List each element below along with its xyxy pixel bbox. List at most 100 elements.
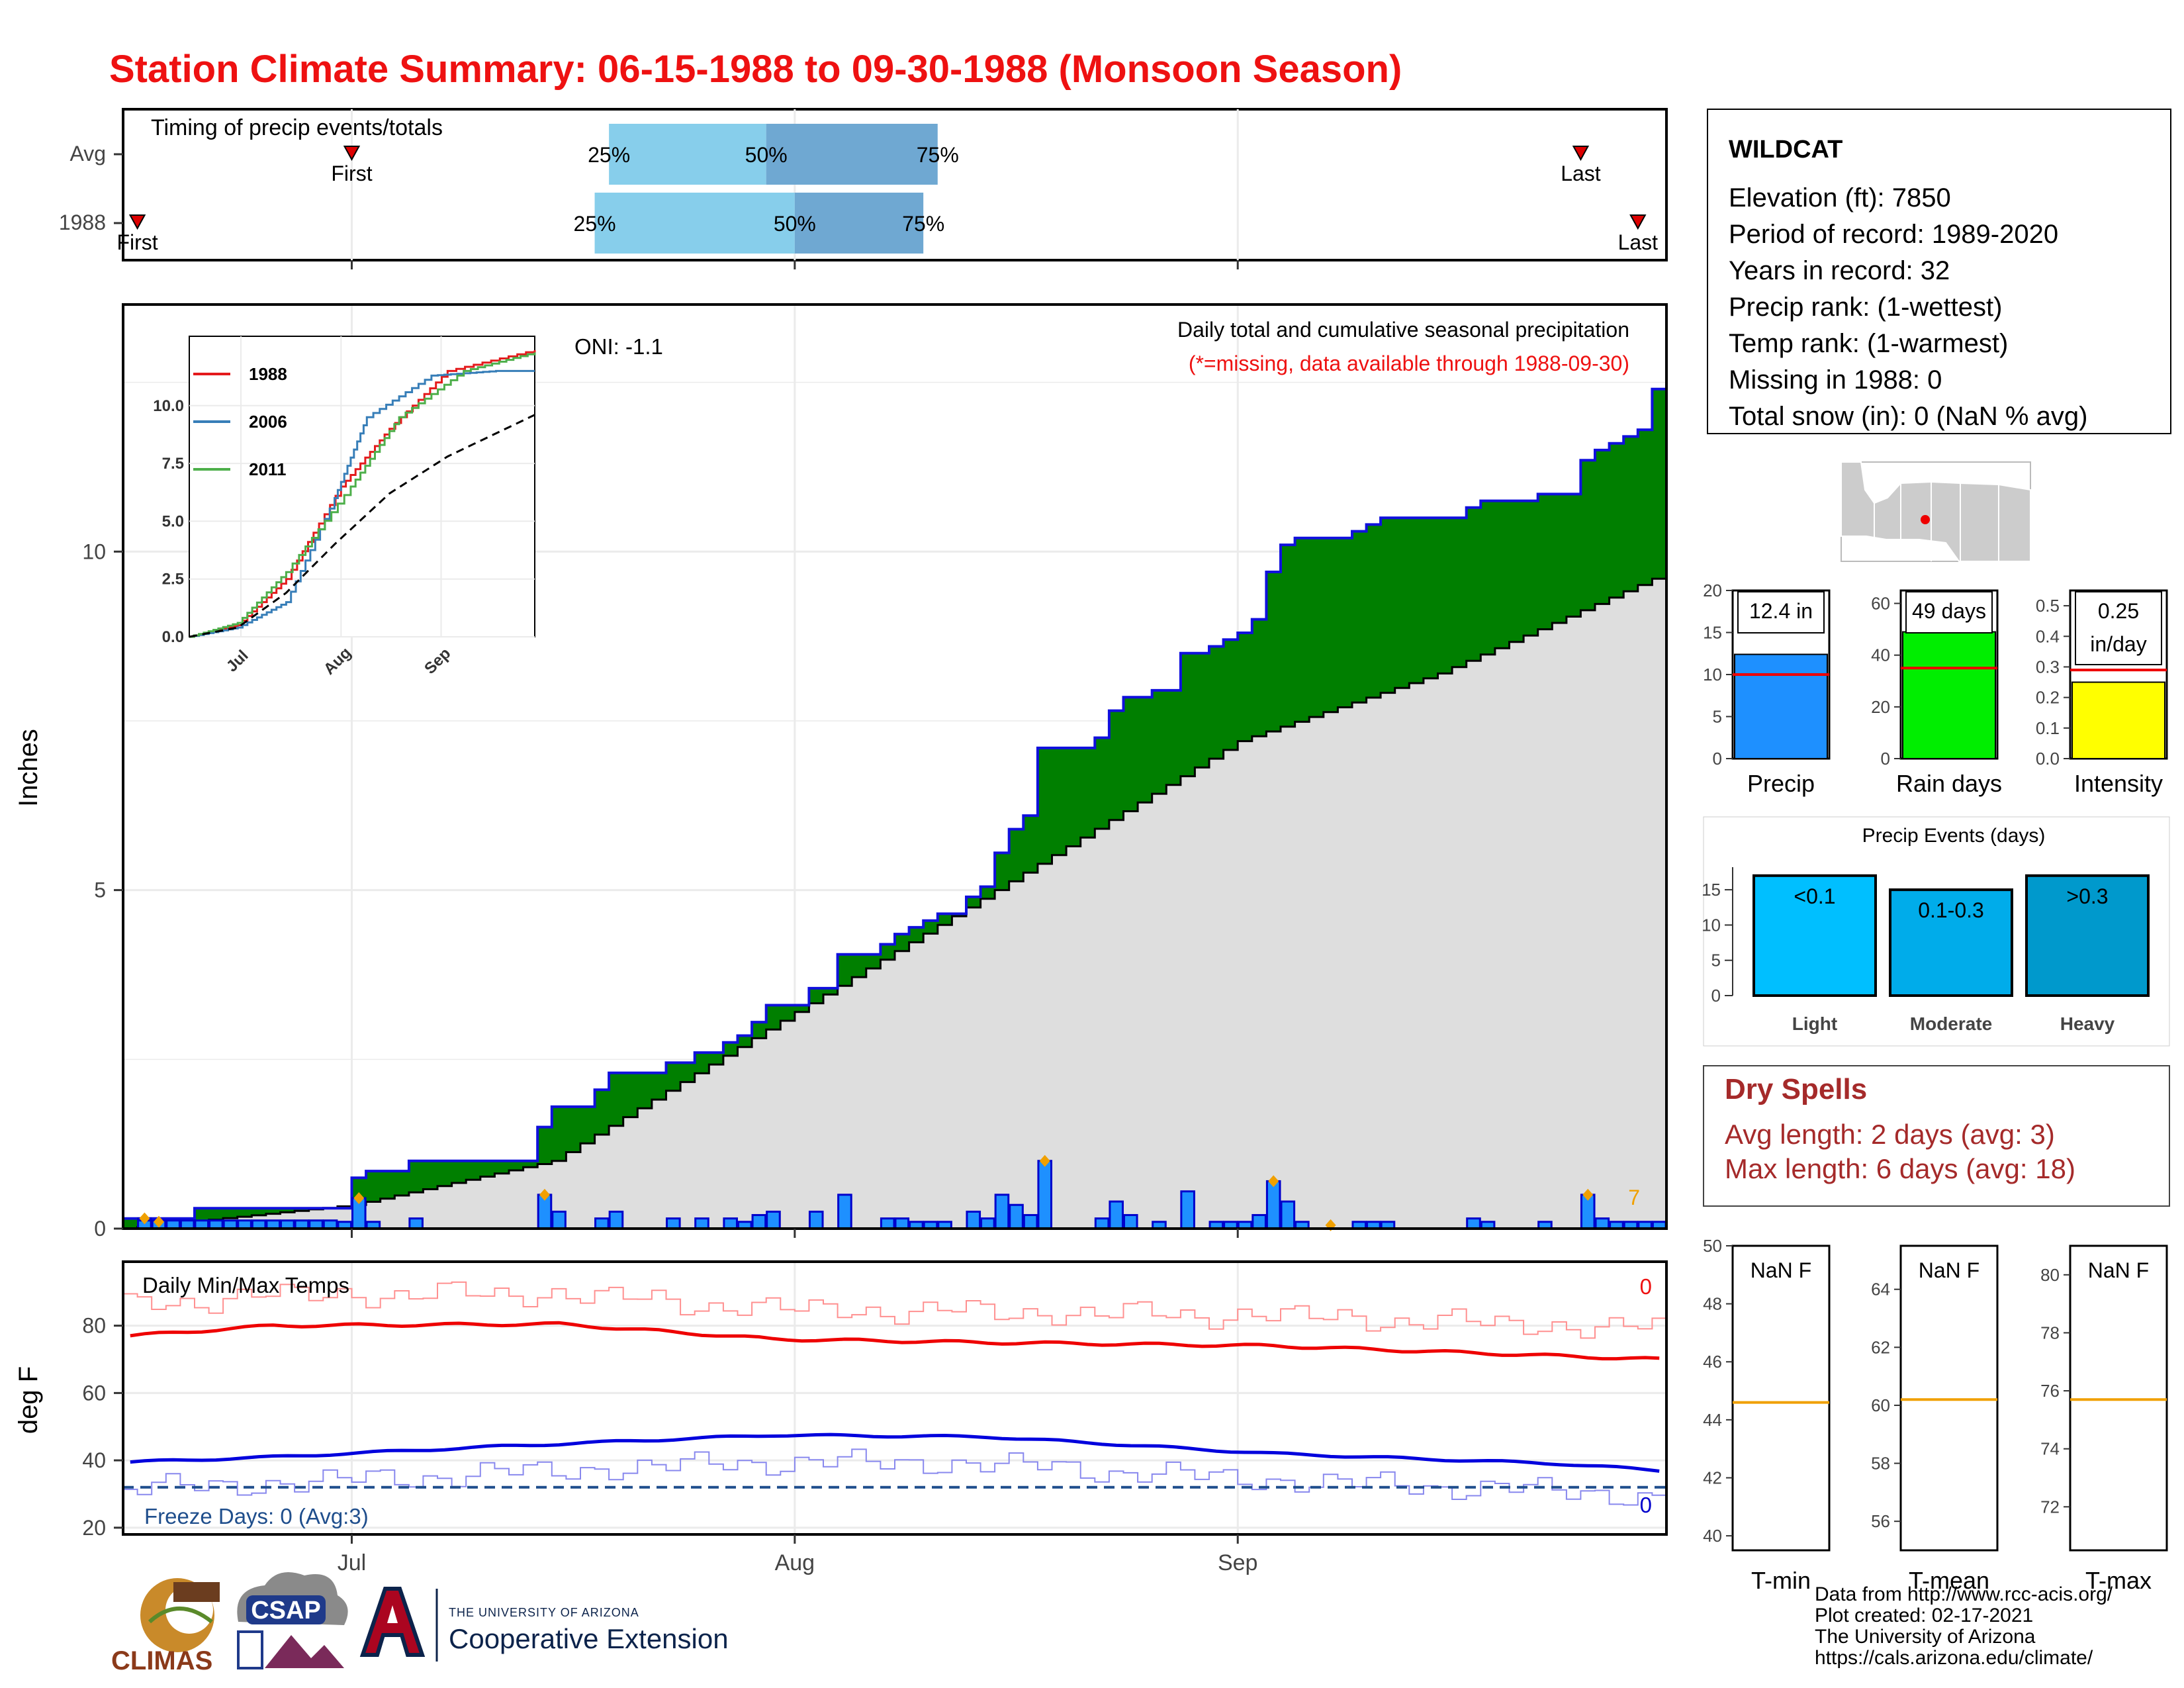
precip-panel: 0 5 10 Inches Daily total and cumulative s…	[14, 303, 1668, 1241]
temp-ytick-label-1: 40	[82, 1448, 106, 1472]
summary-bar-Intensity	[2071, 681, 2165, 759]
map-states-shape	[1841, 461, 2031, 562]
inset-ytick-label-1: 2.5	[162, 571, 184, 588]
precip-ytick-label-0: 0	[94, 1217, 106, 1241]
events-bar-label-1: 0.1-0.3	[1918, 898, 1984, 922]
temp-box-ytick-label-0: 46	[1703, 1352, 1722, 1372]
daily-precip-bar	[894, 1217, 910, 1230]
temp-ylabel: deg F	[14, 1366, 43, 1434]
max-intensity-marker	[353, 1192, 365, 1204]
footer-line-2: Plot created: 02-17-2021	[1815, 1605, 2033, 1626]
timing-p25-0: 25%	[588, 143, 630, 167]
summary-bar-ytick-label-2: 0.4	[2036, 626, 2060, 646]
daily-precip-bar	[1109, 1200, 1124, 1230]
events-bar-label-2: >0.3	[2066, 884, 2108, 908]
max-intensity-marker	[1268, 1175, 1279, 1188]
timing-last-label-0: Last	[1561, 162, 1601, 185]
events-bar-Heavy	[2025, 874, 2150, 998]
summary-bar-value-unit-2: in/day	[2090, 632, 2146, 656]
timing-p50-0: 50%	[745, 143, 788, 167]
ua-logo-big-text: Cooperative Extension	[449, 1623, 729, 1654]
temp-box-ytick-label-0: 50	[1703, 1236, 1722, 1256]
precip-header: Daily total and cumulative seasonal prec…	[1177, 318, 1629, 342]
daily-precip-bar	[766, 1210, 781, 1230]
precip-bars	[137, 1154, 1667, 1231]
timing-p75-1: 75%	[902, 212, 944, 236]
station-line-years: Years in record: 32	[1729, 256, 1950, 285]
summary-bars: 0 5 10 15 20 12.4 in Precip 0 20 40 60 49 days Rain …	[1703, 581, 2168, 797]
summary-bar-value-box-0	[1737, 591, 1825, 633]
summary-bar-value-1: 49 days	[1912, 599, 1986, 623]
daily-precip-bar	[1180, 1190, 1195, 1230]
station-line-snow: Total snow (in): 0 (NaN % avg)	[1729, 402, 2087, 431]
summary-bar-ytick-label-2: 0.3	[2036, 657, 2060, 677]
climas-logo-text: CLIMAS	[111, 1646, 212, 1675]
timing-p25-1: 25%	[574, 212, 616, 236]
daily-precip-bar	[751, 1214, 767, 1230]
precip-ytick-label-2: 10	[82, 539, 106, 563]
temp-axes: 20 40 60 80 Jul Aug Sep	[82, 1314, 1257, 1575]
timing-last-label-1: Last	[1618, 230, 1659, 254]
temp-box-value-2: NaN F	[2088, 1258, 2149, 1282]
precip-axes: 0 5 10	[82, 539, 1239, 1241]
timing-row-label-0: Avg	[69, 142, 106, 165]
summary-bar-ytick-label-2: 0.2	[2036, 688, 2060, 708]
avg-max-temp-line	[130, 1321, 1660, 1361]
station-line-period: Period of record: 1989-2020	[1729, 220, 2058, 249]
timing-bar-25-50-1	[594, 193, 795, 254]
timing-p75-0: 75%	[917, 143, 959, 167]
record-max-temp-line	[123, 1281, 1666, 1339]
events-bar-Moderate	[1889, 888, 2013, 997]
csap-logo: CSAP	[237, 1572, 348, 1669]
cumulative-average-area	[123, 579, 1666, 1229]
summary-bar-value-box-2	[2075, 591, 2162, 665]
daily-precip-bar	[408, 1217, 424, 1230]
temp-box-ytick-label-1: 64	[1871, 1280, 1890, 1299]
summary-bar-ytick-label-2: 0.1	[2036, 718, 2060, 738]
daily-precip-bar	[1251, 1214, 1267, 1230]
daily-precip-bar	[1023, 1214, 1038, 1230]
temp-ytick-label-0: 20	[82, 1516, 106, 1540]
timing-first-marker-0	[343, 146, 361, 162]
temp-box-ytick-label-2: 72	[2040, 1497, 2060, 1517]
temp-box-ytick-label-1: 62	[1871, 1337, 1890, 1357]
summary-bar-label-0: Precip	[1747, 770, 1815, 797]
freeze-days-label: Freeze Days: 0 (Avg:3)	[144, 1504, 369, 1528]
max-intensity-marker	[139, 1212, 150, 1225]
timing-first-label-0: First	[331, 162, 372, 185]
station-line-elevation: Elevation (ft): 7850	[1729, 183, 1951, 212]
temp-box-ytick-label-2: 74	[2040, 1439, 2060, 1459]
summary-bar-ytick-label-1: 60	[1871, 594, 1890, 614]
temp-box-ytick-label-0: 44	[1703, 1410, 1722, 1430]
temp-box-value-1: NaN F	[1919, 1258, 1979, 1282]
inset-legend-label-1988: 1988	[249, 364, 287, 384]
summary-bar-value-box-1	[1905, 591, 1993, 633]
daily-precip-bar	[594, 1217, 610, 1230]
events-ytick-label-1: 5	[1711, 951, 1721, 970]
dry-spells-avg: Avg length: 2 days (avg: 3)	[1725, 1119, 2055, 1150]
month-label-0: Jul	[338, 1550, 366, 1575]
events-ytick-label-2: 10	[1702, 915, 1721, 935]
daily-precip-bar	[980, 1217, 995, 1230]
inset-ytick-label-4: 10.0	[153, 397, 184, 415]
temp-box-ytick-label-2: 76	[2040, 1381, 2060, 1401]
events-ytick-label-0: 0	[1711, 986, 1721, 1006]
daily-precip-bar	[1594, 1217, 1610, 1230]
events-category-0: Light	[1792, 1013, 1837, 1034]
max-intensity-marker	[1582, 1188, 1594, 1201]
temp-box-ytick-label-1: 60	[1871, 1395, 1890, 1415]
temp-box-frame-0	[1731, 1244, 1831, 1552]
daily-precip-bar	[608, 1210, 624, 1230]
events-title: Precip Events (days)	[1862, 825, 2046, 847]
precip-frame	[122, 303, 1668, 1230]
temp-box-value-0: NaN F	[1751, 1258, 1811, 1282]
timing-p50-1: 50%	[774, 212, 816, 236]
station-name: WILDCAT	[1729, 136, 1843, 164]
timing-bar-50-75-1	[794, 193, 924, 254]
timing-content: 25% 50% 75% First Last Avg 25% 50% 75% First Last 1…	[59, 124, 1658, 269]
month-label-2: Sep	[1218, 1550, 1258, 1575]
station-line-missing: Missing in 1988: 0	[1729, 365, 1942, 395]
inset-legend-label-2006: 2006	[249, 412, 287, 432]
